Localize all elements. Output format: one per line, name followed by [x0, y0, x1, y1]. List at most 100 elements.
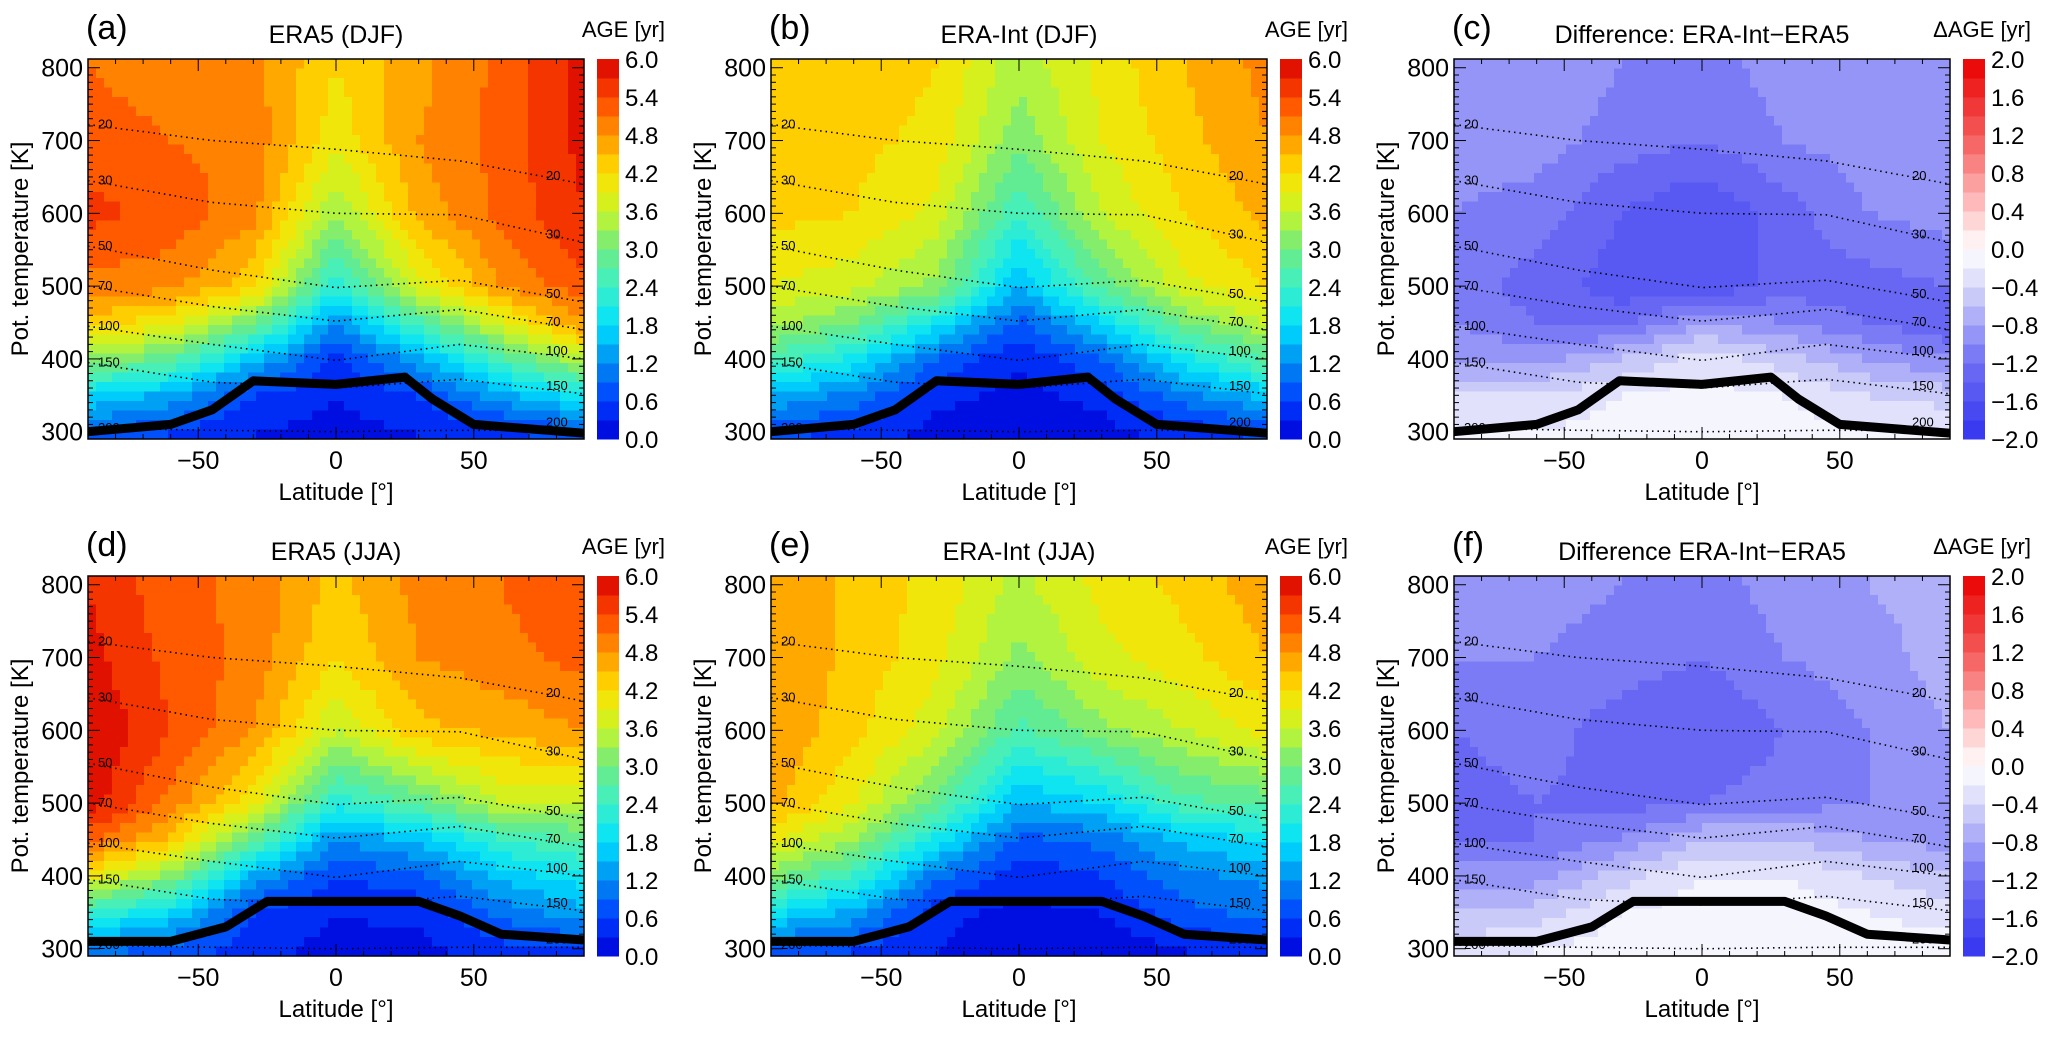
heatmap-cell [1123, 325, 1132, 336]
heatmap-cell [296, 315, 305, 326]
heatmap-cell [1139, 363, 1148, 374]
heatmap-cell [995, 182, 1004, 193]
heatmap-cell [536, 249, 545, 260]
heatmap-cell [424, 87, 433, 98]
heatmap-cell [971, 287, 980, 298]
heatmap-cell [1187, 173, 1196, 184]
heatmap-cell [1059, 382, 1068, 393]
heatmap-cell [923, 163, 932, 174]
heatmap-cell [304, 182, 313, 193]
heatmap-cell [1171, 182, 1180, 193]
heatmap-cell [384, 344, 393, 355]
heatmap-cell [1131, 220, 1140, 231]
heatmap-cell [216, 220, 225, 231]
heatmap-cell [184, 144, 193, 155]
heatmap-cell [1187, 59, 1196, 70]
heatmap-cell [1211, 372, 1220, 383]
heatmap-cell [400, 410, 409, 421]
heatmap-cell [1051, 59, 1060, 70]
heatmap-cell [995, 353, 1004, 364]
heatmap-cell [803, 173, 812, 184]
heatmap-cell [512, 144, 521, 155]
heatmap-cell [1027, 154, 1036, 165]
heatmap-cell [771, 258, 780, 269]
heatmap-cell [216, 154, 225, 165]
heatmap-cell [835, 220, 844, 231]
heatmap-cell [192, 268, 201, 279]
heatmap-cell [432, 68, 441, 79]
heatmap-cell [955, 182, 964, 193]
heatmap-cell [224, 239, 233, 250]
heatmap-cell [136, 220, 145, 231]
heatmap-cell [939, 182, 948, 193]
heatmap-cell [240, 325, 249, 336]
heatmap-cell [811, 211, 820, 222]
heatmap-cell [1051, 173, 1060, 184]
heatmap-cell [971, 87, 980, 98]
heatmap-cell [1107, 144, 1116, 155]
heatmap-cell [120, 230, 129, 241]
heatmap-cell [312, 116, 321, 127]
heatmap-cell [144, 306, 153, 317]
heatmap-cell [240, 154, 249, 165]
heatmap-cell [1099, 249, 1108, 260]
heatmap-cell [448, 306, 457, 317]
heatmap-cell [192, 258, 201, 269]
heatmap-cell [1235, 144, 1244, 155]
heatmap-cell [208, 344, 217, 355]
heatmap-cell [152, 163, 161, 174]
heatmap-cell [512, 391, 521, 402]
heatmap-cell [1243, 363, 1252, 374]
heatmap-cell [560, 87, 569, 98]
heatmap-cell [344, 306, 353, 317]
heatmap-cell [136, 410, 145, 421]
heatmap-cell [1131, 211, 1140, 222]
heatmap-cell [1083, 144, 1092, 155]
heatmap-cell [192, 429, 201, 440]
heatmap-cell [480, 344, 489, 355]
heatmap-cell [1235, 363, 1244, 374]
heatmap-cell [971, 325, 980, 336]
heatmap-cell [1123, 201, 1132, 212]
heatmap-cell [520, 410, 529, 421]
heatmap-cell [320, 306, 329, 317]
heatmap-cell [536, 59, 545, 70]
heatmap-cell [1227, 116, 1236, 127]
heatmap-cell [512, 353, 521, 364]
heatmap-cell [1203, 97, 1212, 108]
heatmap-cell [1115, 211, 1124, 222]
heatmap-cell [1043, 173, 1052, 184]
heatmap-cell [915, 306, 924, 317]
heatmap-cell [1219, 391, 1228, 402]
heatmap-cell [811, 68, 820, 79]
heatmap-cell [568, 78, 577, 89]
heatmap-cell [304, 220, 313, 231]
heatmap-cell [1091, 173, 1100, 184]
heatmap-cell [955, 230, 964, 241]
heatmap-cell [963, 277, 972, 288]
heatmap-cell [408, 401, 417, 412]
heatmap-cell [160, 306, 169, 317]
heatmap-cell [1043, 97, 1052, 108]
heatmap-cell [947, 382, 956, 393]
heatmap-cell [851, 287, 860, 298]
heatmap-cell [336, 192, 345, 203]
heatmap-cell [192, 211, 201, 222]
colorbar-tick-label: 3.6 [625, 199, 658, 226]
heatmap-cell [336, 363, 345, 374]
heatmap-cell [440, 78, 449, 89]
heatmap-cell [104, 173, 113, 184]
heatmap-cell [376, 353, 385, 364]
heatmap-cell [272, 135, 281, 146]
heatmap-cell [1099, 106, 1108, 117]
heatmap-cell [312, 59, 321, 70]
heatmap-cell [1019, 334, 1028, 345]
heatmap-cell [472, 429, 481, 440]
heatmap-cell [480, 372, 489, 383]
heatmap-cell [859, 78, 868, 89]
heatmap-cell [560, 410, 569, 421]
heatmap-cell [360, 201, 369, 212]
heatmap-cell [1019, 287, 1028, 298]
heatmap-cell [1139, 296, 1148, 307]
colorbar-band [597, 420, 619, 440]
